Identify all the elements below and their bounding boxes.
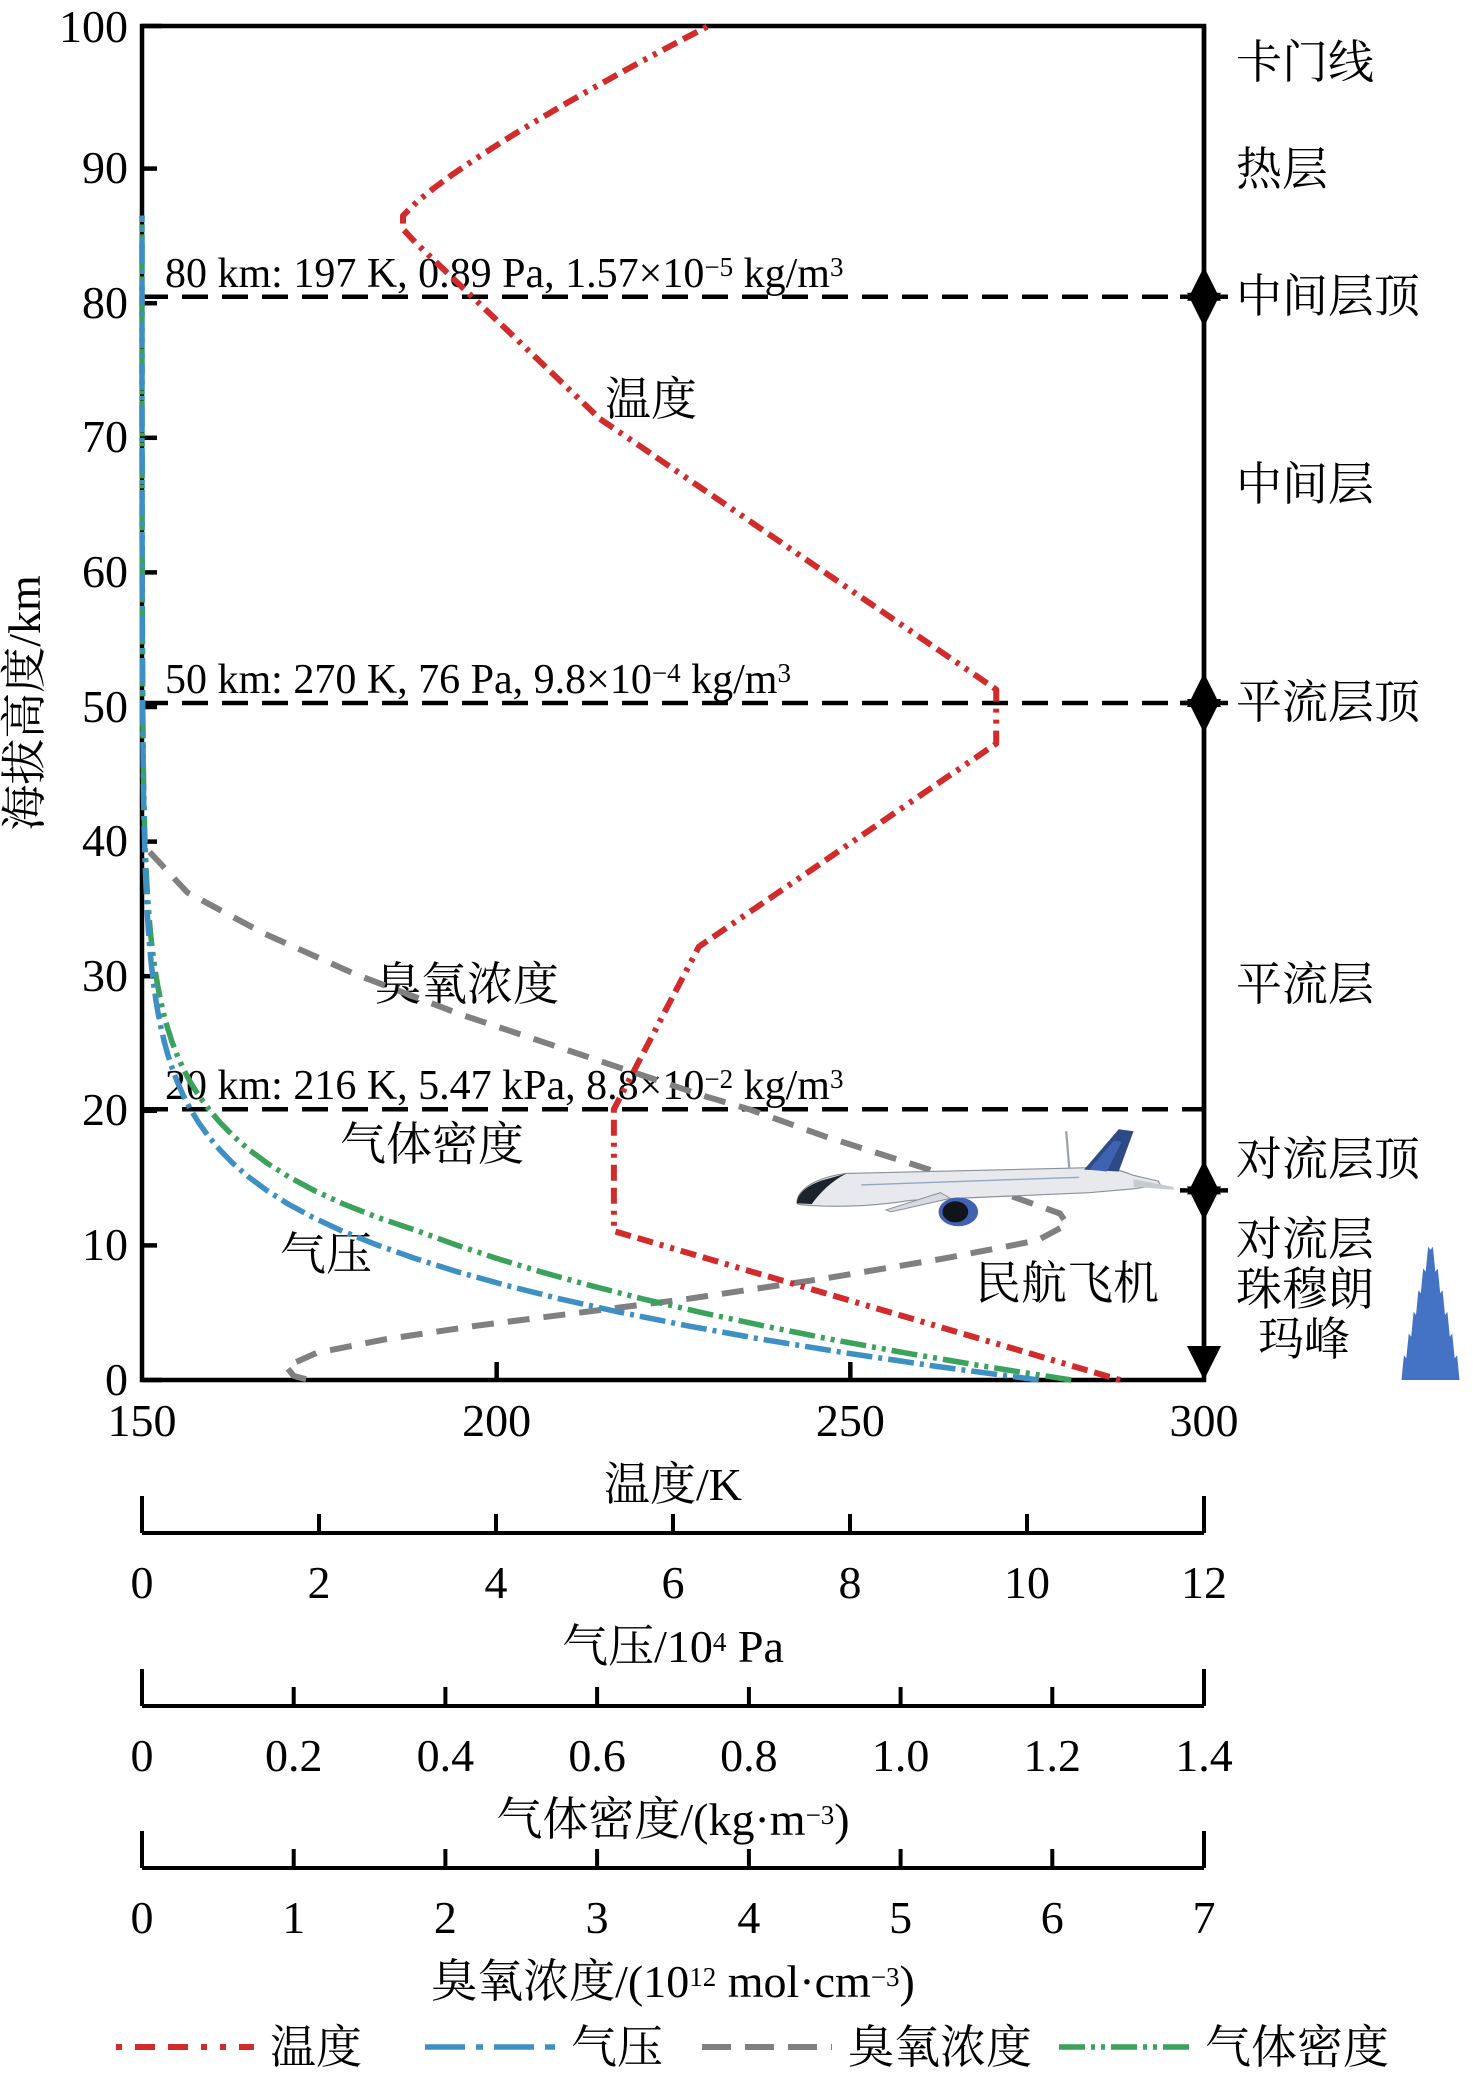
- svg-text:2: 2: [308, 1557, 331, 1608]
- svg-text:200: 200: [462, 1395, 531, 1446]
- svg-text:臭氧浓度: 臭氧浓度: [375, 959, 559, 1010]
- svg-text:对流层顶: 对流层顶: [1236, 1134, 1421, 1185]
- svg-text:100: 100: [59, 1, 128, 52]
- svg-text:气体密度/(kg·m−3): 气体密度/(kg·m−3): [496, 1794, 849, 1845]
- svg-text:平流层: 平流层: [1236, 959, 1374, 1010]
- svg-text:150: 150: [108, 1395, 177, 1446]
- svg-text:0: 0: [131, 1730, 154, 1781]
- svg-text:10: 10: [1004, 1557, 1050, 1608]
- svg-text:0.4: 0.4: [417, 1730, 475, 1781]
- svg-text:0.6: 0.6: [568, 1730, 626, 1781]
- svg-text:50: 50: [82, 681, 128, 732]
- svg-text:0.8: 0.8: [720, 1730, 778, 1781]
- svg-text:珠穆朗: 珠穆朗: [1236, 1264, 1374, 1315]
- svg-text:6: 6: [662, 1557, 685, 1608]
- svg-text:臭氧浓度: 臭氧浓度: [848, 2022, 1032, 2073]
- svg-text:20 km: 216 K, 5.47 kPa, 8.8×10: 20 km: 216 K, 5.47 kPa, 8.8×10−2 kg/m3: [165, 1063, 843, 1109]
- svg-text:温度: 温度: [605, 374, 697, 425]
- svg-text:玛峰: 玛峰: [1258, 1314, 1350, 1365]
- svg-text:80: 80: [82, 277, 128, 328]
- svg-text:70: 70: [82, 411, 128, 462]
- svg-text:7: 7: [1193, 1892, 1216, 1943]
- svg-text:5: 5: [889, 1892, 912, 1943]
- svg-text:0.2: 0.2: [265, 1730, 323, 1781]
- svg-text:中间层: 中间层: [1236, 459, 1374, 510]
- svg-text:50 km: 270 K, 76 Pa, 9.8×10−4: 50 km: 270 K, 76 Pa, 9.8×10−4 kg/m3: [165, 657, 791, 703]
- svg-text:6: 6: [1041, 1892, 1064, 1943]
- svg-text:20: 20: [82, 1084, 128, 1135]
- svg-text:3: 3: [586, 1892, 609, 1943]
- svg-text:温度/K: 温度/K: [604, 1459, 742, 1510]
- svg-text:8: 8: [839, 1557, 862, 1608]
- svg-text:60: 60: [82, 546, 128, 597]
- svg-text:40: 40: [82, 815, 128, 866]
- svg-text:气体密度: 气体密度: [1205, 2022, 1389, 2073]
- svg-text:4: 4: [485, 1557, 508, 1608]
- svg-text:卡门线: 卡门线: [1236, 37, 1374, 88]
- svg-text:250: 250: [816, 1395, 885, 1446]
- svg-text:0: 0: [131, 1557, 154, 1608]
- svg-text:10: 10: [82, 1219, 128, 1270]
- svg-text:民航飞机: 民航飞机: [975, 1258, 1159, 1309]
- svg-text:1.4: 1.4: [1175, 1730, 1233, 1781]
- svg-text:气压/104 Pa: 气压/104 Pa: [562, 1621, 784, 1672]
- svg-text:臭氧浓度/(1012 mol·cm−3): 臭氧浓度/(1012 mol·cm−3): [431, 1956, 915, 2007]
- svg-text:12: 12: [1181, 1557, 1227, 1608]
- svg-text:90: 90: [82, 142, 128, 193]
- svg-text:中间层顶: 中间层顶: [1236, 271, 1421, 322]
- svg-text:4: 4: [737, 1892, 760, 1943]
- svg-text:1.2: 1.2: [1024, 1730, 1082, 1781]
- svg-text:300: 300: [1170, 1395, 1239, 1446]
- svg-text:热层: 热层: [1236, 144, 1328, 195]
- svg-text:气体密度: 气体密度: [340, 1119, 524, 1170]
- svg-text:气压: 气压: [571, 2022, 663, 2073]
- svg-text:平流层顶: 平流层顶: [1236, 677, 1421, 728]
- svg-text:80 km: 197 K, 0.89 Pa, 1.57×10: 80 km: 197 K, 0.89 Pa, 1.57×10−5 kg/m3: [165, 251, 843, 297]
- svg-text:30: 30: [82, 950, 128, 1001]
- svg-text:温度: 温度: [270, 2022, 362, 2073]
- svg-text:2: 2: [434, 1892, 457, 1943]
- svg-text:1: 1: [282, 1892, 305, 1943]
- svg-text:对流层: 对流层: [1236, 1214, 1374, 1265]
- svg-text:海拔高度/km: 海拔高度/km: [0, 575, 50, 831]
- svg-text:1.0: 1.0: [872, 1730, 930, 1781]
- svg-text:0: 0: [131, 1892, 154, 1943]
